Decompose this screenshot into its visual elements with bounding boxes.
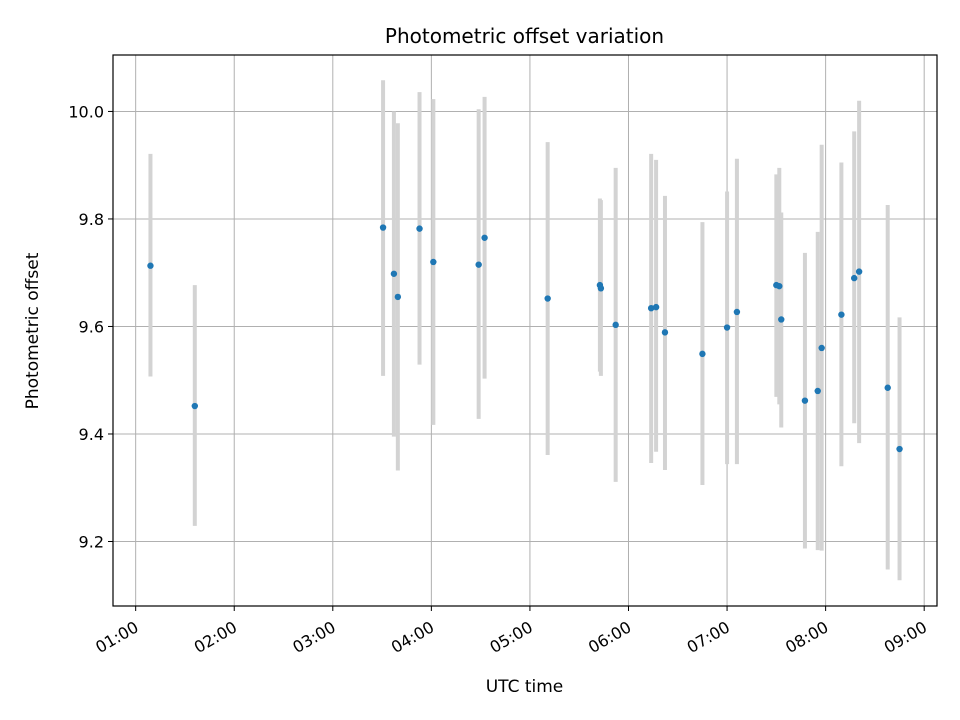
data-point [778, 316, 785, 323]
data-point [147, 262, 154, 269]
data-point [801, 397, 809, 404]
data-point [699, 350, 706, 358]
y-tick-label: 10.0 [68, 102, 104, 121]
data-point [612, 321, 619, 329]
data-point [191, 402, 199, 410]
data-point [475, 261, 482, 268]
data-point [723, 324, 731, 331]
y-tick-label: 9.8 [79, 210, 104, 229]
data-point [661, 329, 669, 336]
data-point [733, 308, 741, 316]
data-point [394, 293, 402, 301]
data-point [884, 384, 891, 391]
data-point [896, 445, 903, 453]
chart-title: Photometric offset variation [385, 24, 664, 48]
data-points [147, 224, 903, 453]
data-point [818, 344, 825, 352]
data-point [430, 258, 437, 266]
data-point [481, 234, 488, 241]
data-point [814, 387, 821, 395]
data-point [544, 295, 551, 302]
data-point [390, 270, 398, 277]
data-point [597, 285, 605, 292]
y-tick-label: 9.6 [79, 317, 104, 336]
data-point [855, 268, 863, 275]
data-point [851, 274, 858, 282]
plot-area-frame [112, 54, 938, 607]
data-point [647, 304, 655, 312]
y-tick-label: 9.2 [79, 532, 104, 551]
data-point [379, 224, 387, 231]
data-point [652, 303, 660, 311]
data-point [776, 282, 783, 290]
y-tick-label: 9.4 [79, 425, 104, 444]
y-axis-title: Photometric offset [23, 252, 43, 409]
grid-lines [113, 55, 937, 606]
data-point [416, 225, 423, 232]
x-axis-title: UTC time [486, 677, 564, 697]
data-point [838, 311, 845, 318]
